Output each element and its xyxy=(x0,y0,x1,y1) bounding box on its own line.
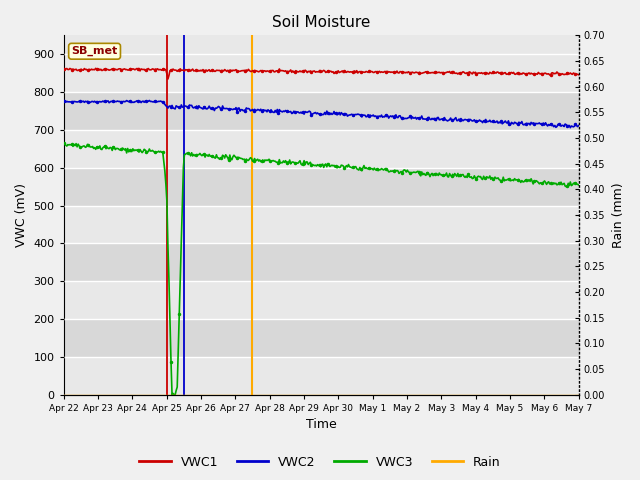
Bar xyxy=(64,281,579,319)
Bar xyxy=(64,92,579,130)
Bar xyxy=(64,357,579,395)
Title: Soil Moisture: Soil Moisture xyxy=(272,15,371,30)
Bar xyxy=(64,36,579,54)
Bar xyxy=(64,168,579,205)
Y-axis label: VWC (mV): VWC (mV) xyxy=(15,183,28,247)
Text: SB_met: SB_met xyxy=(72,46,118,56)
Legend: VWC1, VWC2, VWC3, Rain: VWC1, VWC2, VWC3, Rain xyxy=(134,451,506,474)
X-axis label: Time: Time xyxy=(306,419,337,432)
Y-axis label: Rain (mm): Rain (mm) xyxy=(612,182,625,248)
Bar xyxy=(64,319,579,357)
Bar xyxy=(64,54,579,92)
Bar xyxy=(64,243,579,281)
Bar xyxy=(64,130,579,168)
Bar xyxy=(64,205,579,243)
